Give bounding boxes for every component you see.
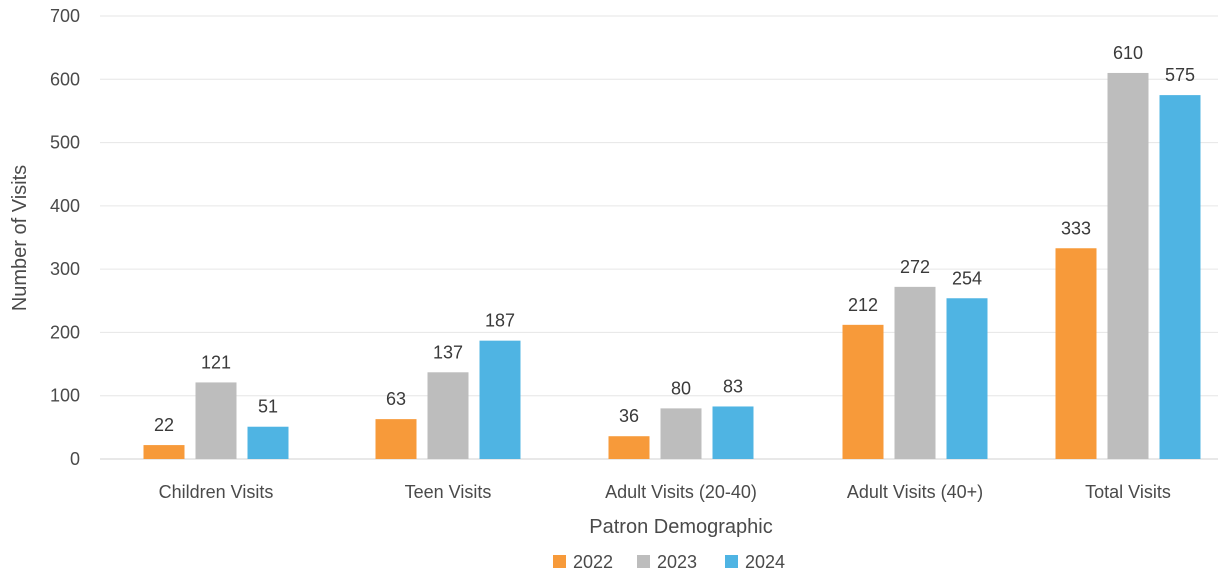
y-tick-label-200: 200 <box>50 322 80 342</box>
data-label-2022-1: 63 <box>386 389 406 409</box>
legend-label-2023: 2023 <box>657 552 697 572</box>
bar-2022-1 <box>375 419 417 459</box>
y-axis-title: Number of Visits <box>9 165 31 311</box>
legend-swatch-2022 <box>553 555 566 568</box>
bar-2023-0 <box>195 382 237 459</box>
y-axis-ticks: 0 100 200 300 400 500 600 700 <box>50 6 80 469</box>
x-axis-title: Patron Demographic <box>589 516 772 538</box>
bar-2023-2 <box>660 408 702 459</box>
data-label-2022-2: 36 <box>619 406 639 426</box>
y-tick-label-0: 0 <box>70 449 80 469</box>
data-label-2024-1: 187 <box>485 311 515 331</box>
grid-lines <box>100 15 1218 460</box>
y-tick-label-400: 400 <box>50 196 80 216</box>
bar-2024-4 <box>1159 95 1201 459</box>
legend-label-2022: 2022 <box>573 552 613 572</box>
data-label-2022-4: 333 <box>1061 218 1091 238</box>
x-category-label-4: Total Visits <box>1085 482 1171 502</box>
data-labels: 22 121 51 63 137 187 36 80 83 212 272 254 333 610 575 <box>154 43 1195 435</box>
bar-2022-3 <box>842 324 884 459</box>
y-tick-label-700: 700 <box>50 6 80 26</box>
data-label-2023-1: 137 <box>433 342 463 362</box>
legend-swatch-2024 <box>725 555 738 568</box>
data-label-2024-3: 254 <box>952 268 982 288</box>
data-label-2024-2: 83 <box>723 376 743 396</box>
data-label-2023-3: 272 <box>900 257 930 277</box>
bar-2022-4 <box>1055 248 1097 459</box>
bar-2024-2 <box>712 406 754 459</box>
y-tick-label-500: 500 <box>50 133 80 153</box>
y-tick-label-600: 600 <box>50 69 80 89</box>
data-label-2022-0: 22 <box>154 415 174 435</box>
x-axis-categories: Children Visits Teen Visits Adult Visits (… <box>159 482 1171 502</box>
bar-2023-1 <box>427 372 469 459</box>
bar-2024-3 <box>946 298 988 459</box>
bar-2022-2 <box>608 436 650 459</box>
bar-2022-0 <box>143 445 185 459</box>
bars <box>143 72 1201 459</box>
x-category-label-1: Teen Visits <box>405 482 492 502</box>
data-label-2023-0: 121 <box>201 352 231 372</box>
data-label-2023-4: 610 <box>1113 43 1143 63</box>
y-tick-label-300: 300 <box>50 259 80 279</box>
bar-2023-4 <box>1107 72 1149 459</box>
data-label-2024-4: 575 <box>1165 65 1195 85</box>
x-category-label-2: Adult Visits (20-40) <box>605 482 757 502</box>
bar-2024-1 <box>479 340 521 459</box>
legend: 2022 2023 2024 <box>553 552 785 572</box>
data-label-2023-2: 80 <box>671 378 691 398</box>
bar-2024-0 <box>247 426 289 459</box>
legend-label-2024: 2024 <box>745 552 785 572</box>
x-category-label-0: Children Visits <box>159 482 274 502</box>
x-category-label-3: Adult Visits (40+) <box>847 482 983 502</box>
data-label-2022-3: 212 <box>848 295 878 315</box>
data-label-2024-0: 51 <box>258 397 278 417</box>
bar-2023-3 <box>894 286 936 459</box>
legend-swatch-2023 <box>637 555 650 568</box>
y-tick-label-100: 100 <box>50 386 80 406</box>
